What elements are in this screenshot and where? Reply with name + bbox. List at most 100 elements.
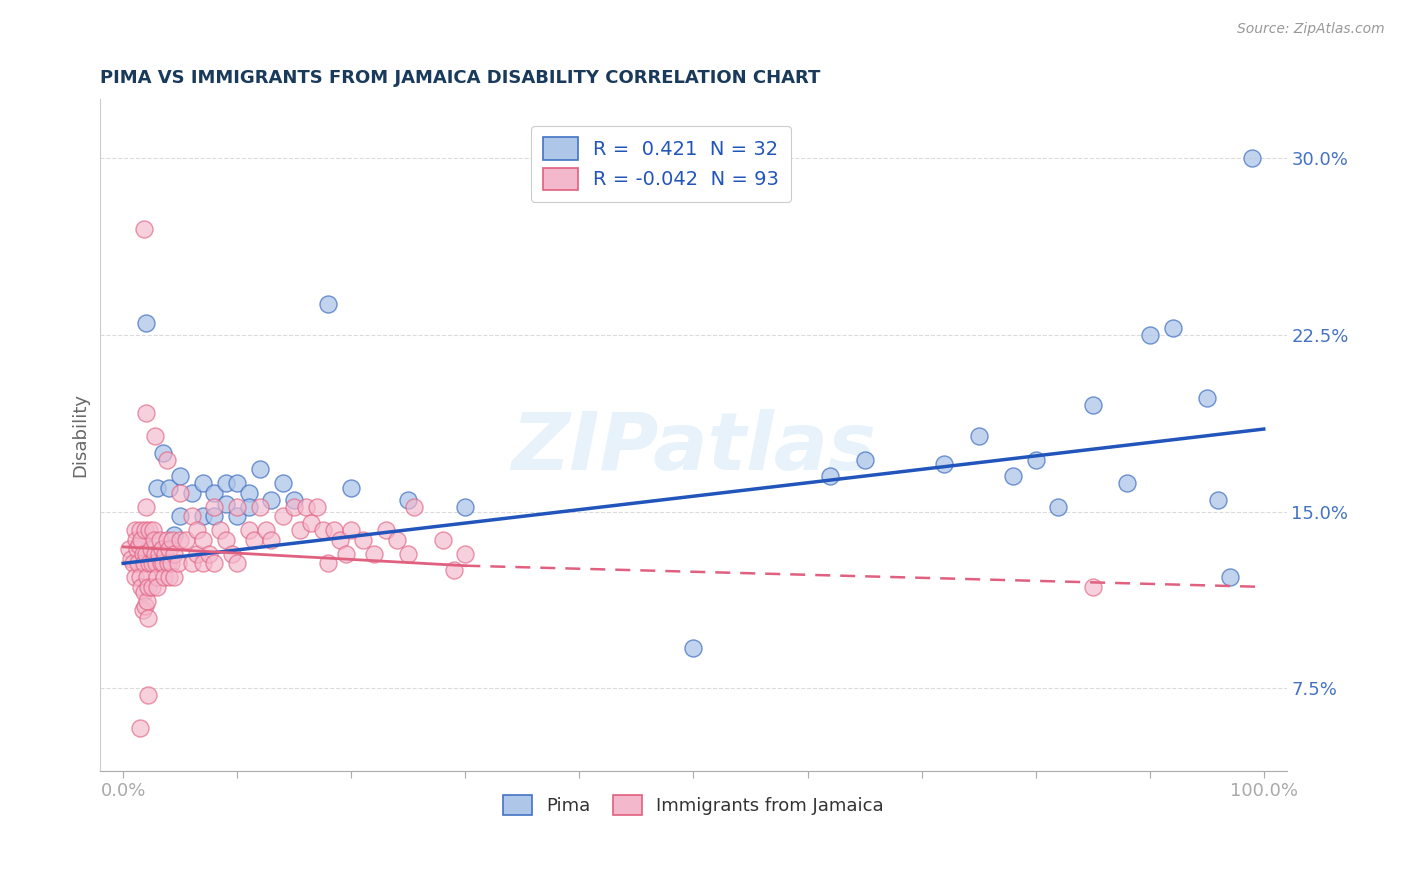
Point <box>202 557 225 571</box>
Point <box>143 547 166 561</box>
Point <box>396 547 419 561</box>
Point <box>238 485 260 500</box>
Point <box>363 547 385 561</box>
Point <box>131 603 153 617</box>
Point <box>169 509 191 524</box>
Point <box>129 721 152 735</box>
Point <box>402 500 425 514</box>
Point <box>150 542 173 557</box>
Point <box>148 547 170 561</box>
Point <box>136 594 159 608</box>
Point <box>202 509 225 524</box>
Point <box>820 469 842 483</box>
Point <box>238 524 260 538</box>
Point <box>307 500 329 514</box>
Point <box>226 557 249 571</box>
Point <box>385 533 408 547</box>
Point <box>152 445 174 459</box>
Point <box>155 533 177 547</box>
Point <box>454 547 477 561</box>
Point <box>340 524 363 538</box>
Point <box>163 570 186 584</box>
Point <box>156 557 179 571</box>
Point <box>191 557 214 571</box>
Point <box>180 557 202 571</box>
Point <box>141 557 163 571</box>
Point <box>271 509 294 524</box>
Point <box>155 547 177 561</box>
Point <box>149 533 172 547</box>
Point <box>432 533 454 547</box>
Point <box>129 570 152 584</box>
Point <box>132 557 155 571</box>
Point <box>135 316 157 330</box>
Point <box>853 452 876 467</box>
Point <box>318 557 340 571</box>
Point <box>215 533 238 547</box>
Point <box>271 476 294 491</box>
Y-axis label: Disability: Disability <box>72 393 89 477</box>
Point <box>122 557 145 571</box>
Point <box>143 533 166 547</box>
Point <box>138 557 160 571</box>
Point <box>136 580 159 594</box>
Point <box>124 570 146 584</box>
Point <box>215 498 238 512</box>
Point <box>131 533 153 547</box>
Point <box>142 524 165 538</box>
Point <box>243 533 266 547</box>
Point <box>160 557 183 571</box>
Point <box>374 524 396 538</box>
Point <box>967 429 990 443</box>
Point <box>318 297 340 311</box>
Point <box>146 570 169 584</box>
Point <box>283 500 305 514</box>
Point <box>149 557 172 571</box>
Point <box>283 492 305 507</box>
Text: Source: ZipAtlas.com: Source: ZipAtlas.com <box>1237 22 1385 37</box>
Point <box>153 570 176 584</box>
Point <box>260 492 283 507</box>
Point <box>135 406 157 420</box>
Point <box>1025 452 1047 467</box>
Point <box>226 476 249 491</box>
Point <box>1047 500 1070 514</box>
Point <box>125 533 148 547</box>
Point <box>191 509 214 524</box>
Point <box>127 557 149 571</box>
Text: PIMA VS IMMIGRANTS FROM JAMAICA DISABILITY CORRELATION CHART: PIMA VS IMMIGRANTS FROM JAMAICA DISABILI… <box>100 69 821 87</box>
Point <box>1161 320 1184 334</box>
Point <box>180 509 202 524</box>
Point <box>132 221 155 235</box>
Point <box>155 452 177 467</box>
Point <box>186 524 208 538</box>
Point <box>160 533 183 547</box>
Point <box>209 524 232 538</box>
Point <box>1206 492 1229 507</box>
Point <box>136 570 159 584</box>
Point <box>169 469 191 483</box>
Point <box>312 524 335 538</box>
Point <box>329 533 352 547</box>
Point <box>226 500 249 514</box>
Legend: Pima, Immigrants from Jamaica: Pima, Immigrants from Jamaica <box>496 788 891 822</box>
Point <box>1195 392 1218 406</box>
Point <box>128 537 150 551</box>
Point <box>1081 399 1104 413</box>
Point <box>191 533 214 547</box>
Point <box>1115 476 1137 491</box>
Point <box>131 547 153 561</box>
Point <box>1219 570 1241 584</box>
Point <box>157 542 180 557</box>
Point <box>443 563 465 577</box>
Point <box>249 500 271 514</box>
Point <box>202 485 225 500</box>
Point <box>299 516 322 531</box>
Point <box>118 542 141 557</box>
Point <box>146 481 169 495</box>
Point <box>169 485 191 500</box>
Point <box>202 500 225 514</box>
Point <box>139 542 162 557</box>
Point <box>157 481 180 495</box>
Point <box>191 476 214 491</box>
